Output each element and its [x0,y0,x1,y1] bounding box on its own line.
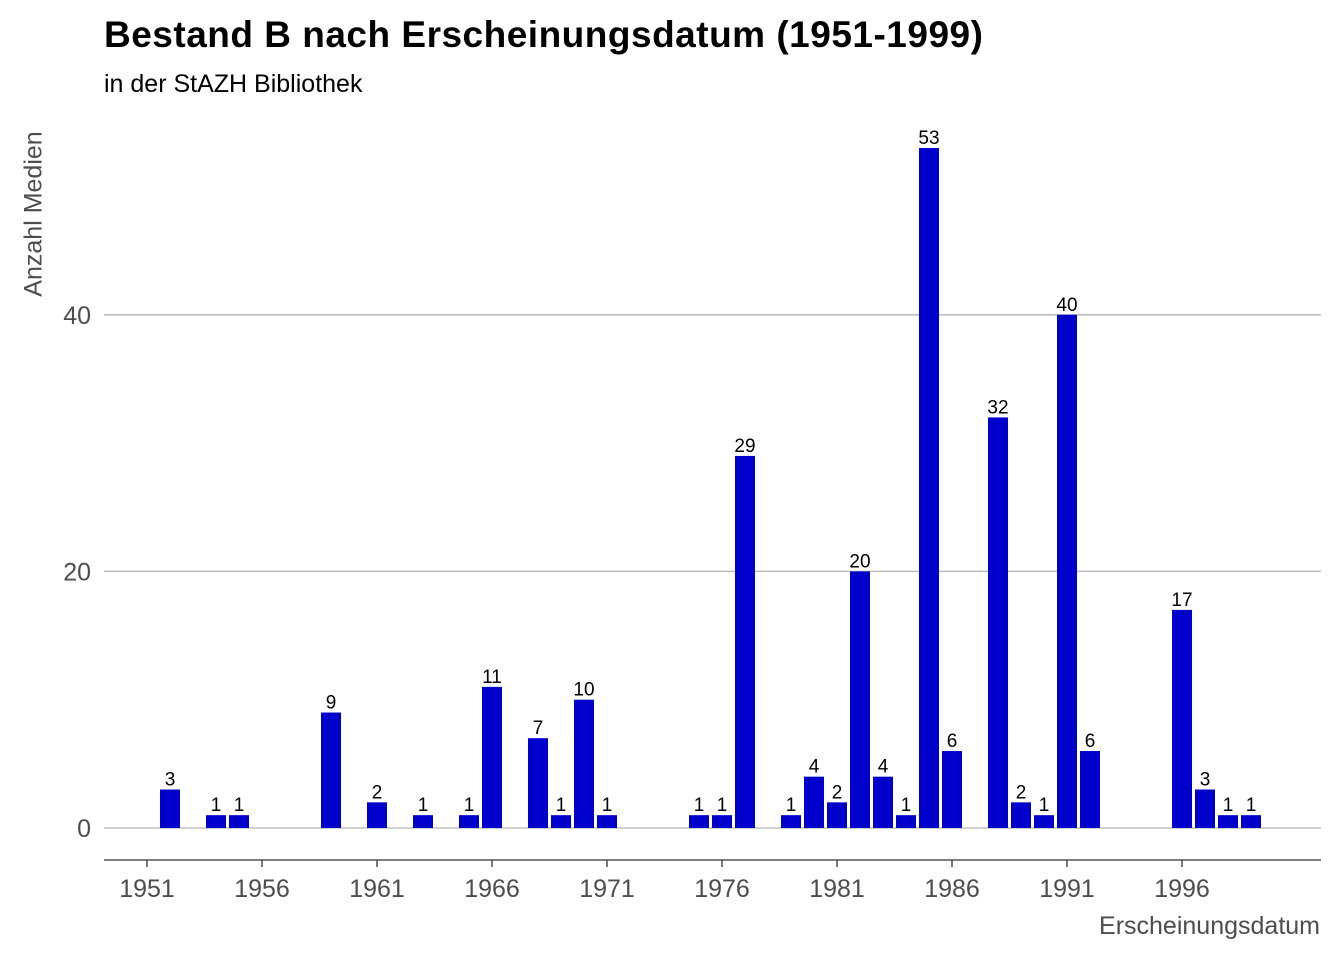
bar [1241,815,1261,828]
bar-value-label: 17 [1171,590,1192,611]
bar-value-label: 7 [533,718,544,739]
bar-value-label: 1 [901,795,912,816]
bar-value-label: 1 [418,795,429,816]
bar-value-label: 1 [556,795,567,816]
chart-subtitle: in der StAZH Bibliothek [104,70,363,98]
bar [206,815,226,828]
bar-value-label: 2 [372,782,383,803]
x-tick-label: 1971 [579,875,635,903]
bar [1034,815,1054,828]
bar-value-label: 6 [947,731,958,752]
y-tick-label: 0 [77,815,91,843]
bar [781,815,801,828]
x-tick-label: 1996 [1154,875,1210,903]
bar-value-label: 1 [1246,795,1257,816]
bar-value-label: 11 [482,667,502,688]
x-tick-label: 1966 [464,875,520,903]
bar-value-label: 1 [602,795,613,816]
bar-value-label: 20 [849,551,870,572]
bar [1195,789,1215,828]
bar-value-label: 1 [717,795,728,816]
bar [804,776,824,828]
bar [528,738,548,828]
x-tick-label: 1991 [1039,875,1095,903]
bar-value-label: 32 [987,397,1008,418]
bar [988,417,1008,828]
bar [873,776,893,828]
bar [689,815,709,828]
bar-value-label: 2 [1016,782,1027,803]
bar [896,815,916,828]
bar-value-label: 10 [573,680,594,701]
bar [1080,751,1100,828]
bar-value-label: 1 [234,795,245,816]
bar-value-label: 1 [786,795,797,816]
bar-value-label: 4 [809,757,820,778]
bar [1011,802,1031,828]
x-tick-label: 1956 [234,875,290,903]
bar-value-label: 1 [1223,795,1234,816]
bar-value-label: 2 [832,782,843,803]
bar [850,571,870,828]
bar-value-label: 1 [694,795,705,816]
bar [574,699,594,828]
bar-value-label: 1 [211,795,222,816]
bar [367,802,387,828]
bar-value-label: 6 [1085,731,1096,752]
x-tick-label: 1951 [119,875,175,903]
bar [712,815,732,828]
x-axis-label: Erscheinungsdatum [1099,912,1320,940]
bar [735,455,755,828]
bar [551,815,571,828]
bar-value-label: 9 [326,693,337,714]
bar-value-label: 1 [464,795,475,816]
bar [482,686,502,828]
bar-value-label: 40 [1056,295,1077,316]
bar [1172,609,1192,828]
bar-value-label: 4 [878,757,889,778]
bar-value-label: 53 [918,128,939,149]
x-tick-label: 1961 [349,875,405,903]
bar-value-label: 1 [1039,795,1050,816]
bar [321,712,341,828]
y-tick-label: 40 [63,302,91,330]
x-tick-label: 1976 [694,875,750,903]
bar [942,751,962,828]
y-tick-label: 20 [63,558,91,586]
bar [160,789,180,828]
bar-value-label: 29 [734,436,755,457]
bar [919,148,939,828]
bar [1218,815,1238,828]
bar-value-label: 3 [165,770,176,791]
bar-value-label: 3 [1200,770,1211,791]
x-tick-label: 1986 [924,875,980,903]
chart-title: Bestand B nach Erscheinungsdatum (1951-1… [104,14,984,55]
x-tick-label: 1981 [809,875,865,903]
bar [597,815,617,828]
bar [827,802,847,828]
bar [413,815,433,828]
bar [459,815,479,828]
bar [229,815,249,828]
bar [1057,314,1077,828]
